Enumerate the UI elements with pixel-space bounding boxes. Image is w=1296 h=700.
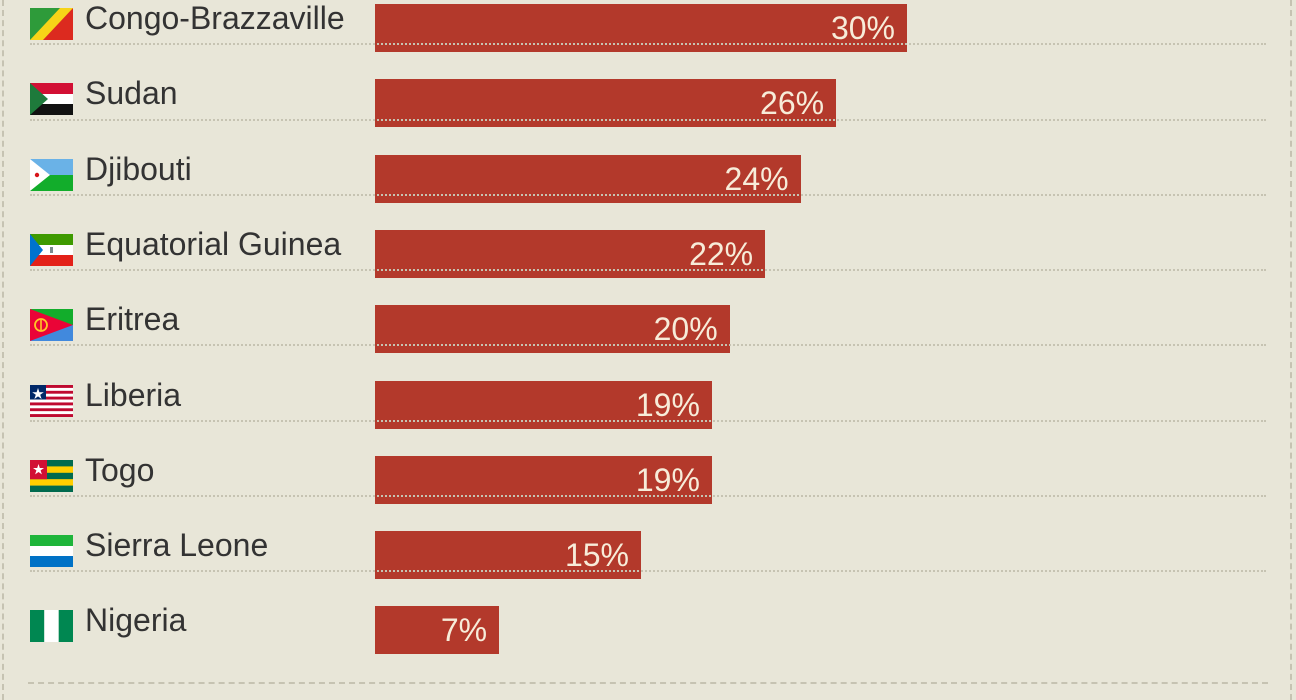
- sierra-leone-flag-icon: [30, 535, 73, 568]
- bar-row-liberia: Liberia 19%: [0, 357, 1296, 432]
- row-divider: [30, 118, 1266, 121]
- row-divider: [30, 495, 1266, 498]
- bar-value-label: 24%: [724, 160, 789, 197]
- category-label: Eritrea: [85, 301, 180, 338]
- bar-row-djibouti: Djibouti 24%: [0, 131, 1296, 206]
- frame-border-right: [1290, 0, 1292, 700]
- category-label: Djibouti: [85, 150, 192, 187]
- category-label: Sierra Leone: [85, 527, 269, 564]
- sudan-flag-icon: [30, 83, 73, 116]
- bar-row-congo-brazzaville: Congo-Brazzaville 30%: [0, 0, 1296, 55]
- row-divider: [30, 269, 1266, 272]
- bar-row-sierra-leone: Sierra Leone 15%: [0, 507, 1296, 582]
- bar-row-sudan: Sudan 26%: [0, 55, 1296, 130]
- bar-value-label: 20%: [653, 311, 718, 348]
- row-divider: [30, 344, 1266, 347]
- row-divider: [30, 419, 1266, 422]
- row-divider: [30, 193, 1266, 196]
- bar-value-label: 7%: [440, 612, 488, 649]
- category-label: Equatorial Guinea: [85, 225, 342, 262]
- bar-value-label: 15%: [564, 537, 629, 574]
- row-divider: [30, 43, 1266, 46]
- bar-row-equatorial-guinea: Equatorial Guinea 22%: [0, 206, 1296, 281]
- congo-brazzaville-flag-icon: [30, 8, 73, 40]
- category-label: Togo: [85, 451, 155, 488]
- frame-border-left: [2, 0, 4, 700]
- nigeria-flag-icon: [30, 610, 73, 643]
- category-label: Liberia: [85, 376, 182, 413]
- category-label: Congo-Brazzaville: [85, 0, 345, 36]
- djibouti-flag-icon: [30, 158, 73, 191]
- bar-value-label: 22%: [689, 235, 754, 272]
- bar-value-label: 30%: [830, 10, 895, 46]
- bottom-divider: [28, 682, 1268, 684]
- bar-value-label: 26%: [760, 85, 825, 122]
- bar-value-label: 19%: [635, 386, 700, 423]
- bar: 7%: [375, 606, 500, 655]
- liberia-flag-icon: [30, 384, 73, 417]
- bar-row-eritrea: Eritrea 20%: [0, 281, 1296, 356]
- eritrea-flag-icon: [30, 309, 73, 342]
- bar-row-nigeria: Nigeria 7%: [0, 582, 1296, 657]
- category-label: Nigeria: [85, 602, 187, 639]
- equatorial-guinea-flag-icon: [30, 233, 73, 266]
- togo-flag-icon: [30, 459, 73, 492]
- category-label: Sudan: [85, 75, 178, 112]
- row-divider: [30, 570, 1266, 573]
- bar-value-label: 19%: [635, 461, 700, 498]
- bar-row-togo: Togo 19%: [0, 432, 1296, 507]
